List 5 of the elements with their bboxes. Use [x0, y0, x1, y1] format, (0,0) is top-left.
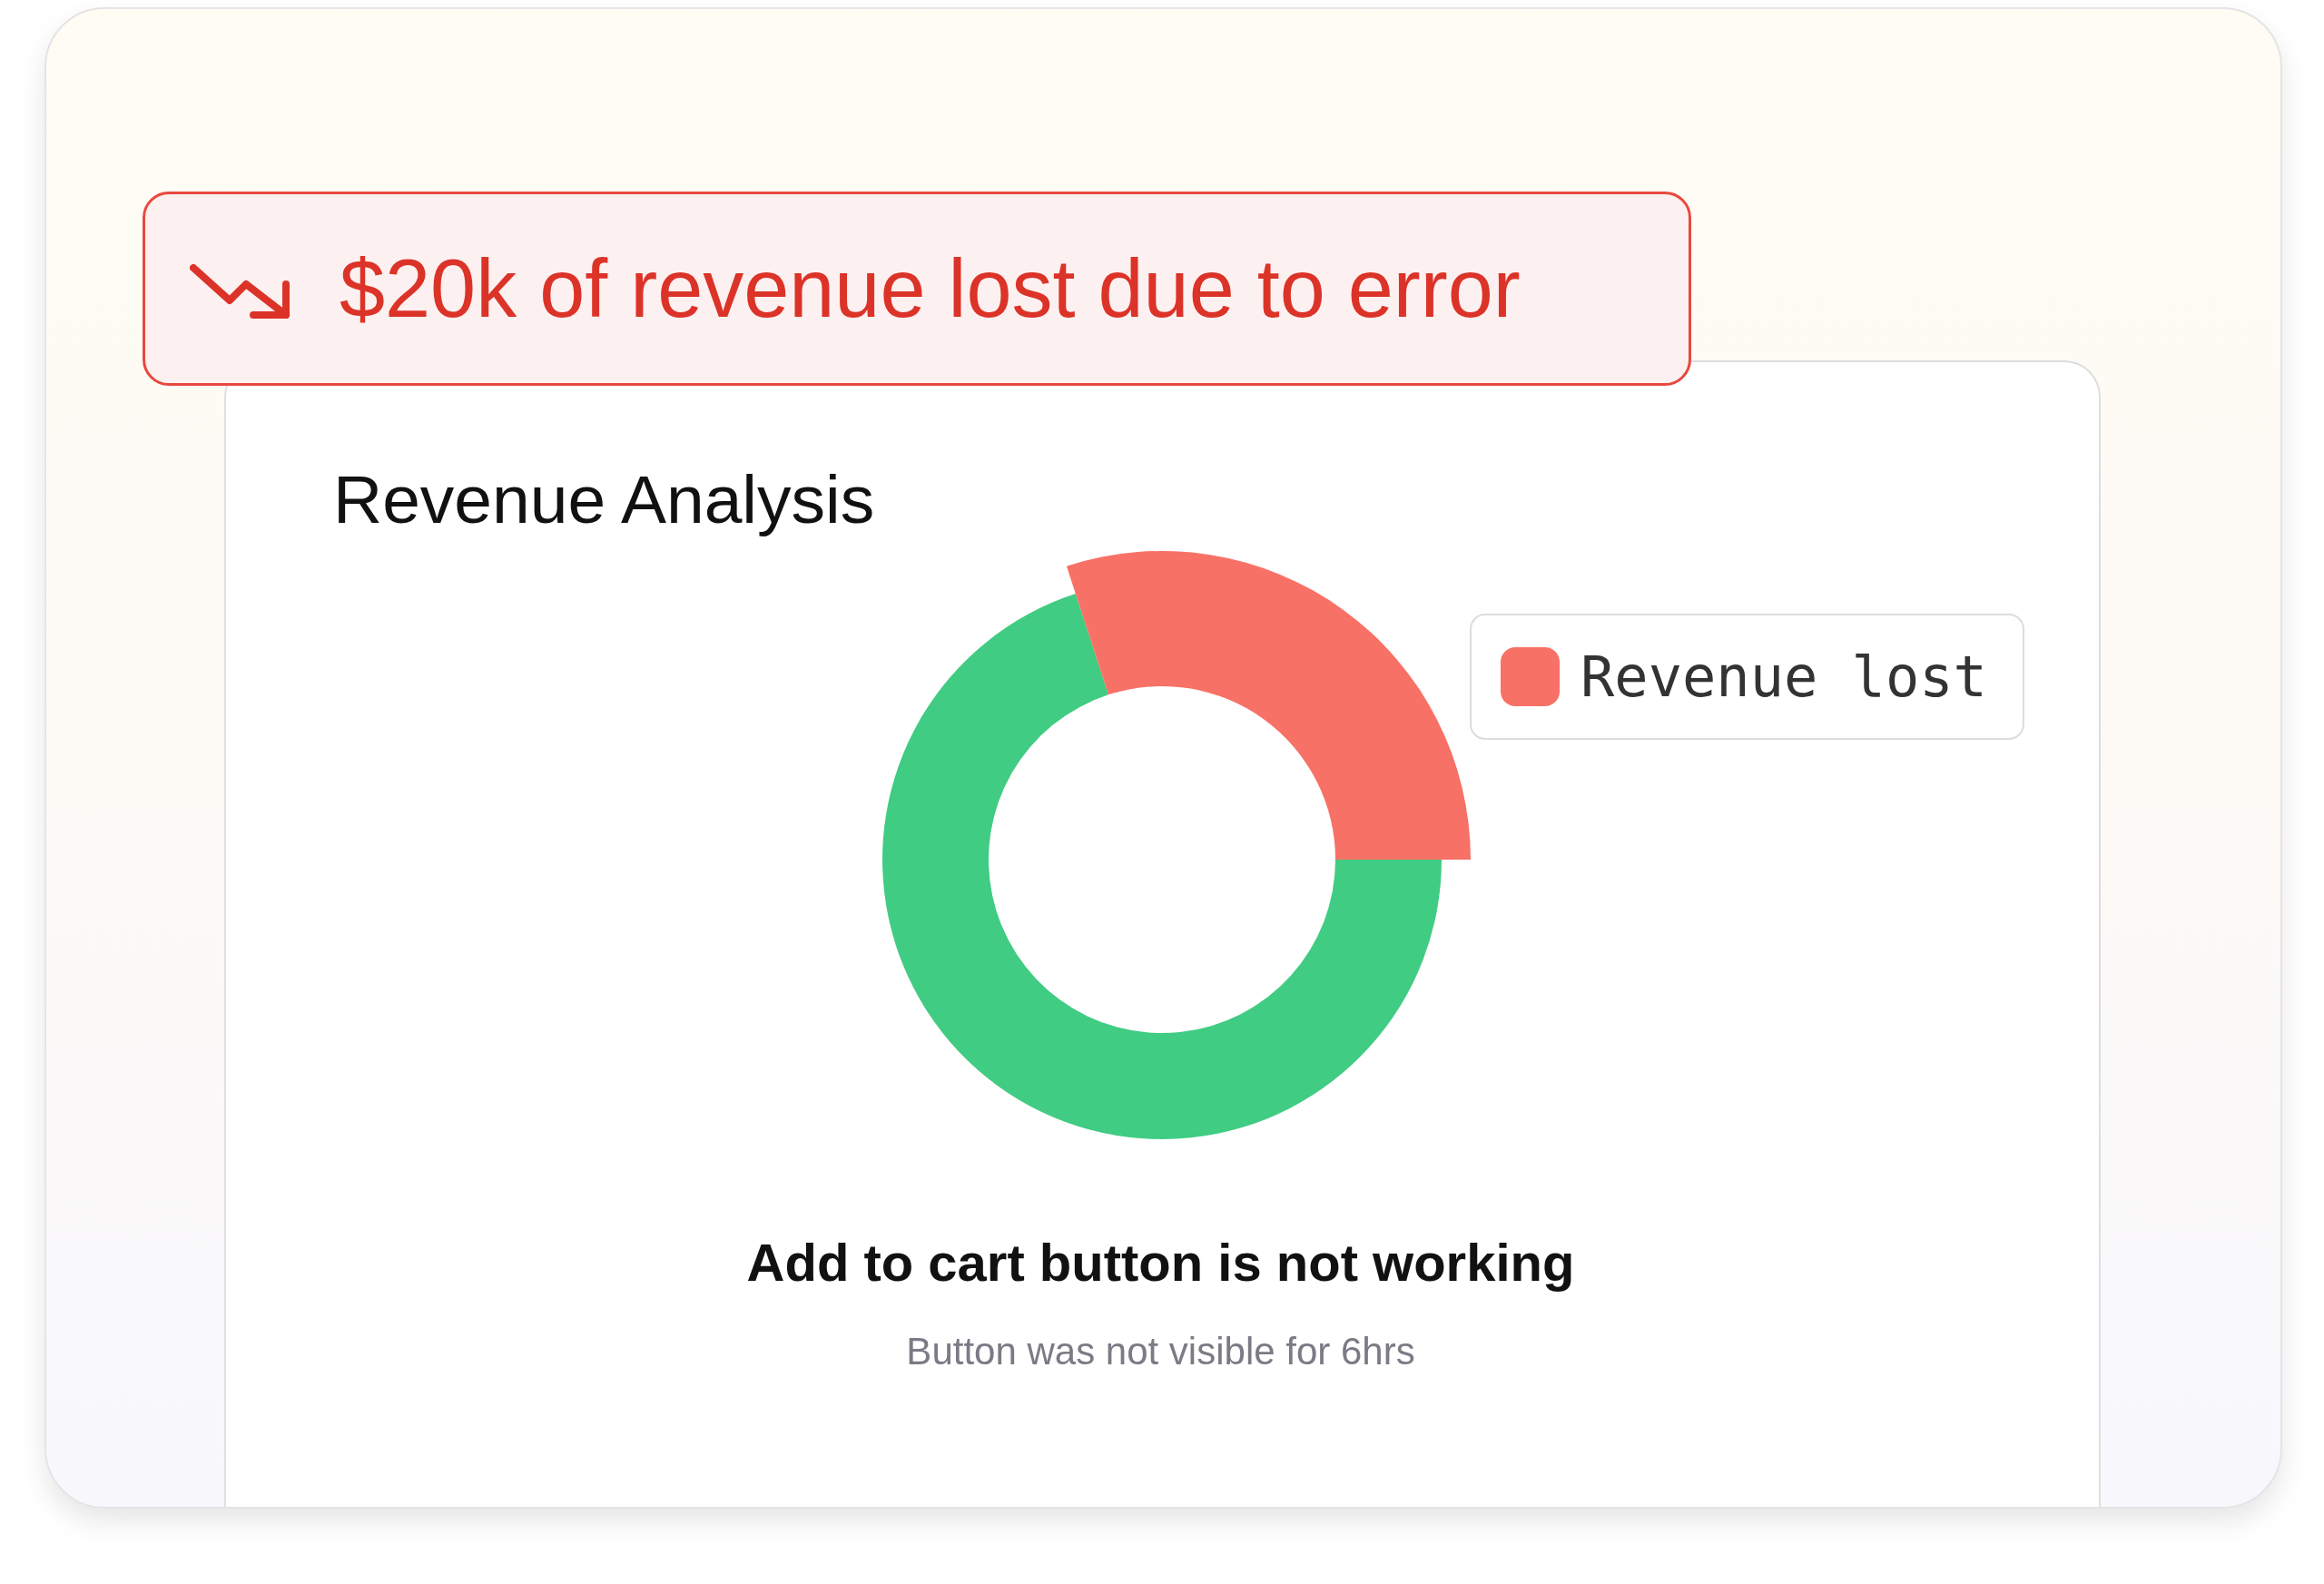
text: $20k of revenue lost due to error: [340, 243, 1521, 334]
text: Add to cart button is not working: [746, 1232, 1575, 1292]
legend-label: Revenue lost: [1581, 644, 1987, 710]
text: Button was not visible for 6hrs: [906, 1329, 1415, 1372]
chart-title: Revenue Analysis: [333, 460, 875, 537]
